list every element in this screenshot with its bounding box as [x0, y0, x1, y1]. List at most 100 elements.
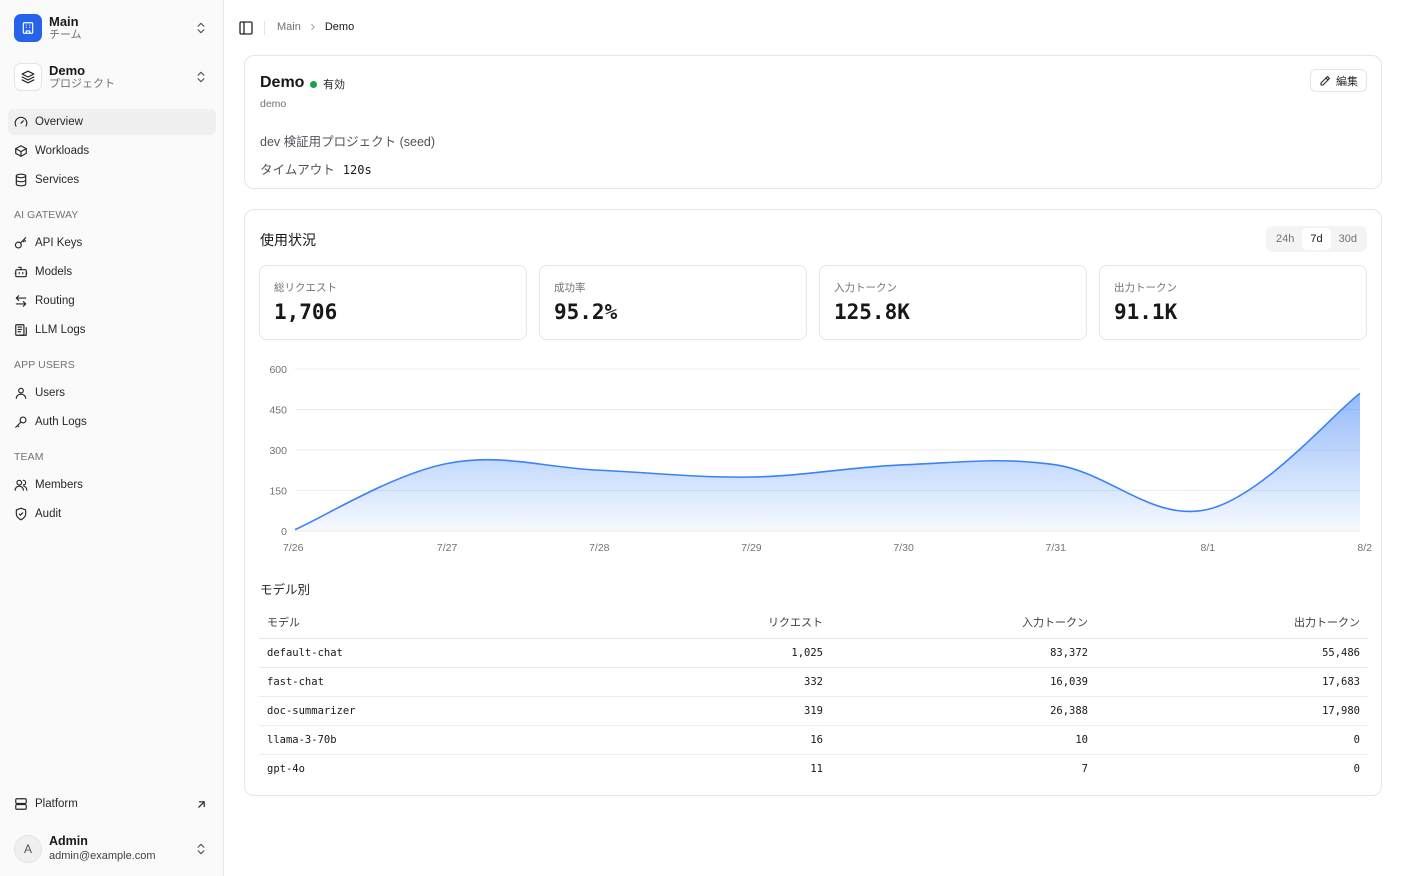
layers-icon — [14, 63, 42, 91]
usage-title: 使用状況 — [260, 232, 316, 248]
by-model-title: モデル別 — [260, 583, 311, 597]
x-tick-label: 7/28 — [589, 542, 610, 554]
nav-item-label: Overview — [35, 116, 83, 128]
pencil-icon — [1320, 75, 1331, 86]
nav-item-services[interactable]: Services — [8, 167, 216, 193]
avatar: A — [14, 835, 42, 863]
chart-data-point — [1358, 391, 1362, 395]
range-24h-button[interactable]: 24h — [1276, 233, 1295, 245]
team-name: Main — [49, 13, 79, 29]
stat-label: 入力トークン — [834, 282, 897, 294]
project-card: Demo 有効 demo dev 検証用プロジェクト (seed) タイムアウト… — [244, 55, 1382, 189]
model-name: doc-summarizer — [259, 696, 559, 726]
project-label: プロジェクト — [49, 78, 115, 91]
nav-item-label: API Keys — [35, 237, 83, 249]
column-header-requests: リクエスト — [559, 606, 831, 639]
section-label-ai-gateway: AI GATEWAY — [14, 209, 79, 221]
gauge-icon — [14, 116, 28, 127]
breadcrumb-link-main[interactable]: Main — [277, 21, 301, 33]
input-token-count: 26,388 — [831, 696, 1096, 726]
x-tick-label: 7/26 — [283, 542, 304, 554]
timeout-value: 120s — [342, 163, 372, 177]
table-header-row: モデル リクエスト 入力トークン 出力トークン — [259, 606, 1368, 639]
y-tick-label: 0 — [281, 526, 287, 538]
input-token-count: 83,372 — [831, 638, 1096, 668]
stat-value: 95.2% — [554, 300, 618, 324]
chart-data-point — [597, 468, 601, 472]
team-switcher[interactable]: Main チーム — [8, 7, 216, 49]
request-count: 319 — [559, 696, 831, 726]
nav-item-members[interactable]: Members — [8, 472, 216, 498]
table-row: llama-3-70b 16 10 0 — [259, 725, 1368, 755]
timeout-label: タイムアウト — [260, 163, 335, 177]
nav-item-label: Users — [35, 387, 66, 399]
chevrons-up-down-icon — [197, 843, 205, 855]
nav-item-auth-logs[interactable]: Auth Logs — [8, 409, 216, 435]
input-token-count: 7 — [1081, 762, 1088, 775]
nav-item-routing[interactable]: Routing — [8, 288, 216, 314]
nav-item-audit[interactable]: Audit — [8, 501, 216, 527]
nav-item-label: Platform — [35, 798, 78, 810]
chart-data-point — [1206, 507, 1210, 511]
output-token-count: 0 — [1096, 725, 1368, 755]
nav-item-overview[interactable]: Overview — [8, 109, 216, 135]
nav-item-platform[interactable]: Platform — [8, 791, 216, 817]
nav-item-workloads[interactable]: Workloads — [8, 138, 216, 164]
request-count: 16 — [559, 725, 831, 755]
sidebar-toggle-icon[interactable] — [238, 20, 254, 36]
user-name: Admin — [49, 834, 88, 849]
status-dot — [310, 80, 317, 88]
bot-icon — [14, 266, 28, 278]
x-tick-label: 7/30 — [893, 542, 914, 554]
breadcrumb-current: Demo — [324, 21, 355, 33]
team-label: チーム — [49, 29, 82, 42]
nav-item-label: Routing — [35, 295, 75, 307]
stat-card-input-tokens: 入力トークン 125.8K — [819, 265, 1087, 340]
nav-item-llm-logs[interactable]: LLM Logs — [8, 317, 216, 343]
model-name: llama-3-70b — [259, 725, 559, 755]
request-count: 11 — [810, 762, 823, 775]
stat-label: 出力トークン — [1114, 282, 1177, 294]
nav-item-label: Models — [35, 266, 73, 278]
chart-data-point — [293, 528, 297, 532]
chart-data-point — [445, 462, 449, 466]
nav-item-models[interactable]: Models — [8, 259, 216, 285]
output-token-count: 0 — [1353, 762, 1360, 775]
column-header-output-tokens: 出力トークン — [1096, 606, 1368, 639]
status-text: 有効 — [323, 79, 345, 91]
y-tick-label: 450 — [269, 405, 287, 417]
user-icon — [15, 387, 27, 399]
y-tick-label: 150 — [269, 486, 287, 498]
key-round-icon — [15, 416, 27, 428]
edit-button[interactable]: 編集 — [1310, 69, 1367, 92]
x-tick-label: 7/31 — [1045, 542, 1066, 554]
logs-icon — [15, 324, 27, 336]
by-model-table: モデル リクエスト 入力トークン 出力トークン default-chat 1,02… — [259, 606, 1368, 783]
range-30d-button[interactable]: 30d — [1338, 233, 1357, 245]
nav-item-users[interactable]: Users — [8, 380, 216, 406]
chevron-right-icon — [308, 22, 318, 32]
x-tick-label: 8/2 — [1357, 542, 1372, 554]
model-name: gpt-4o — [267, 762, 305, 775]
nav-item-label: Audit — [35, 508, 62, 520]
chevrons-up-down-icon — [197, 22, 205, 34]
input-token-count: 16,039 — [831, 667, 1096, 697]
y-tick-label: 600 — [269, 364, 287, 376]
project-switcher[interactable]: Demo プロジェクト — [8, 56, 216, 98]
shield-check-icon — [15, 507, 27, 521]
output-token-count: 17,980 — [1096, 696, 1368, 726]
arrow-up-right-icon — [198, 800, 205, 808]
range-7d-button[interactable]: 7d — [1302, 228, 1331, 250]
chart-data-point — [902, 463, 906, 467]
chart-area-fill — [295, 393, 1360, 531]
table-row: fast-chat 332 16,039 17,683 — [259, 667, 1368, 697]
column-header-input-tokens: 入力トークン — [831, 606, 1096, 639]
input-token-count: 10 — [831, 725, 1096, 755]
user-menu[interactable]: A Admin admin@example.com — [8, 830, 216, 868]
project-slug: demo — [260, 98, 287, 110]
breadcrumb: Main Demo — [277, 21, 354, 33]
nav-item-api-keys[interactable]: API Keys — [8, 230, 216, 256]
user-email: admin@example.com — [49, 849, 156, 862]
table-row: default-chat 1,025 83,372 55,486 — [259, 638, 1368, 668]
section-label-team: TEAM — [14, 451, 44, 463]
